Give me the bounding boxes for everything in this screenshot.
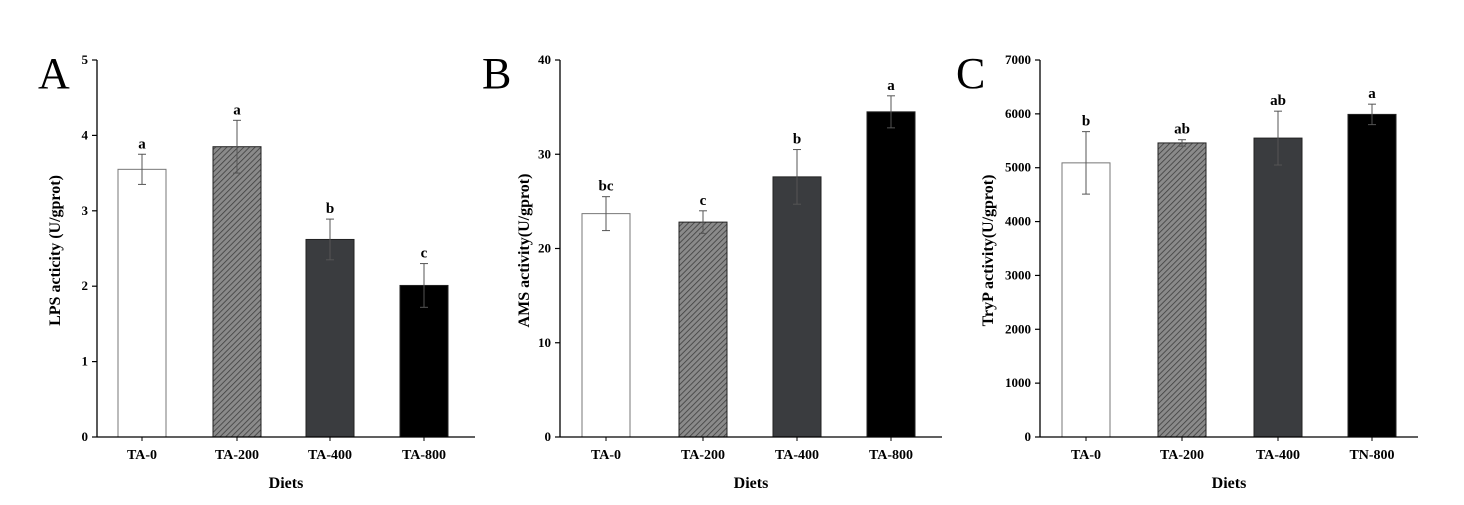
- x-tick-label: TA-200: [215, 448, 259, 463]
- x-tick-label: TA-400: [1256, 448, 1300, 463]
- x-tick-label: TA-400: [775, 448, 819, 463]
- axes: [1039, 60, 1418, 438]
- x-tick-label: TA-200: [1160, 448, 1204, 463]
- error-bar: [1368, 103, 1376, 126]
- chart-b-svg: bc TA-0 c TA-200 b TA-400 a TA-800 0 10 20 30 40 Diet…: [516, 52, 942, 492]
- y-tick-label: 1: [82, 354, 89, 369]
- y-tick-label: 5000: [1005, 160, 1031, 175]
- y-tick-label: 7000: [1005, 52, 1031, 67]
- x-axis-label: Diets: [734, 475, 769, 492]
- y-tick-label: 3: [82, 203, 89, 218]
- significance-label: a: [138, 136, 146, 152]
- y-tick-label: 6000: [1005, 106, 1031, 121]
- error-bar: [793, 149, 801, 205]
- bar-ta-400: [1253, 137, 1303, 438]
- x-axis-label: Diets: [1212, 475, 1247, 492]
- y-tick-label: 3000: [1005, 267, 1031, 282]
- significance-label: c: [421, 246, 428, 262]
- x-tick-label: TA-0: [591, 448, 621, 463]
- y-axis-label: LPS acticity (U/gprot): [47, 175, 64, 326]
- y-tick-label: 2: [82, 278, 89, 293]
- y-tick-label: 1000: [1005, 375, 1031, 390]
- y-tick-label: 2000: [1005, 321, 1031, 336]
- y-tick-label: 0: [1025, 429, 1032, 444]
- y-tick-label: 4000: [1005, 214, 1031, 229]
- error-bar: [1274, 110, 1282, 166]
- error-bar: [420, 263, 428, 308]
- y-tick-label: 4: [82, 127, 89, 142]
- bar-ta-400: [305, 238, 355, 438]
- significance-label: a: [887, 78, 895, 94]
- y-tick-label: 40: [538, 52, 551, 67]
- y-axis-label: AMS activity(U/gprot): [516, 174, 533, 328]
- error-bar: [233, 119, 241, 174]
- chart-a-svg: a TA-0 a TA-200 b TA-400 c TA-800 0 1 2 3 4 5 Diets LPS…: [47, 52, 475, 492]
- bar-ta-0: [1061, 162, 1111, 438]
- error-bar: [138, 153, 146, 185]
- significance-label: bc: [599, 179, 614, 195]
- chart-panel-b: B bc TA-0 c TA-200 b TA-400 a TA-800 0 10 20 30 40 Di…: [482, 49, 942, 492]
- panel-label: C: [956, 49, 986, 98]
- significance-label: ab: [1174, 122, 1190, 138]
- y-axis-label: TryP activity(U/gprot): [980, 175, 997, 327]
- significance-label: a: [1368, 86, 1376, 102]
- significance-label: a: [233, 102, 241, 118]
- error-bar: [699, 210, 707, 234]
- x-tick-label: TN-800: [1349, 448, 1394, 463]
- bar-ta-200: [678, 221, 728, 438]
- bar-ta-800: [866, 111, 916, 438]
- error-bar: [326, 218, 334, 261]
- axes: [96, 60, 475, 438]
- error-bar: [1082, 131, 1090, 195]
- x-tick-label: TA-400: [308, 448, 352, 463]
- bar-ta-0: [581, 213, 631, 438]
- significance-label: b: [793, 132, 801, 148]
- chart-panel-a: A a TA-0 a TA-200 b TA-400 c TA-800 0 1 2 3 4 5 Diets L…: [0, 0, 490, 505]
- significance-label: c: [700, 193, 707, 209]
- error-bar: [1178, 139, 1186, 147]
- error-bar: [887, 95, 895, 129]
- bar-ta-0: [117, 168, 167, 438]
- y-tick-label: 10: [538, 335, 551, 350]
- bar-tn-800: [1347, 113, 1397, 438]
- y-tick-label: 0: [82, 429, 89, 444]
- x-axis-label: Diets: [269, 475, 304, 492]
- significance-label: ab: [1270, 93, 1286, 109]
- error-bar: [602, 196, 610, 232]
- y-tick-label: 20: [538, 241, 551, 256]
- panel-label: A: [38, 49, 70, 98]
- x-tick-label: TA-800: [402, 448, 446, 463]
- x-tick-label: TA-0: [1071, 448, 1101, 463]
- y-tick-label: 30: [538, 146, 551, 161]
- panel-label: B: [482, 49, 512, 98]
- y-tick-label: 0: [545, 429, 552, 444]
- x-tick-label: TA-200: [681, 448, 725, 463]
- significance-label: b: [1082, 114, 1090, 130]
- bar-ta-200: [1157, 142, 1207, 438]
- bar-ta-400: [772, 176, 822, 438]
- x-tick-label: TA-0: [127, 448, 157, 463]
- significance-label: b: [326, 201, 334, 217]
- x-tick-label: TA-800: [869, 448, 913, 463]
- y-tick-label: 5: [82, 52, 89, 67]
